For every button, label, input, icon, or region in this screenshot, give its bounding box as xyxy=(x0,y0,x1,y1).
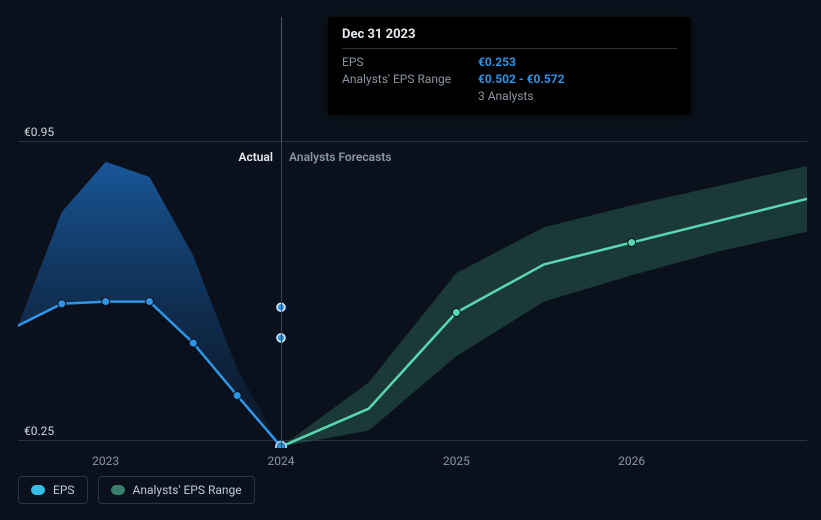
legend-swatch xyxy=(31,485,45,495)
legend-label: EPS xyxy=(53,483,75,497)
plot-area[interactable]: Actual Analysts Forecasts 20232024202520… xyxy=(18,142,807,448)
tooltip-subtext: 3 Analysts xyxy=(478,89,677,103)
x-tick-label: 2023 xyxy=(92,454,119,468)
tooltip-row-eps: EPS €0.253 xyxy=(342,55,677,69)
chart-svg xyxy=(18,142,807,448)
legend-item-eps[interactable]: EPS xyxy=(18,476,88,504)
tooltip-date: Dec 31 2023 xyxy=(342,27,677,42)
legend: EPS Analysts' EPS Range xyxy=(18,476,255,504)
x-tick-label: 2024 xyxy=(268,454,295,468)
x-tick-label: 2025 xyxy=(443,454,470,468)
hover-tooltip: Dec 31 2023 EPS €0.253 Analysts' EPS Ran… xyxy=(328,17,691,115)
tooltip-divider xyxy=(342,48,677,49)
y-axis-max-label: €0.95 xyxy=(24,125,54,139)
legend-label: Analysts' EPS Range xyxy=(133,483,242,497)
forecast-section-label: Analysts Forecasts xyxy=(289,150,391,164)
legend-swatch xyxy=(111,485,125,495)
actual-section-label: Actual xyxy=(238,150,273,164)
tooltip-key: EPS xyxy=(342,55,462,69)
legend-item-range[interactable]: Analysts' EPS Range xyxy=(98,476,255,504)
tooltip-value: €0.502 - €0.572 xyxy=(478,72,565,86)
tooltip-row-range: Analysts' EPS Range €0.502 - €0.572 xyxy=(342,72,677,86)
tooltip-key: Analysts' EPS Range xyxy=(342,72,462,86)
chart-container: €0.95 €0.25 Actual Analysts Forecasts 20… xyxy=(0,0,821,520)
actual-forecast-divider xyxy=(281,142,282,448)
x-tick-label: 2026 xyxy=(618,454,645,468)
tooltip-value: €0.253 xyxy=(478,55,516,69)
